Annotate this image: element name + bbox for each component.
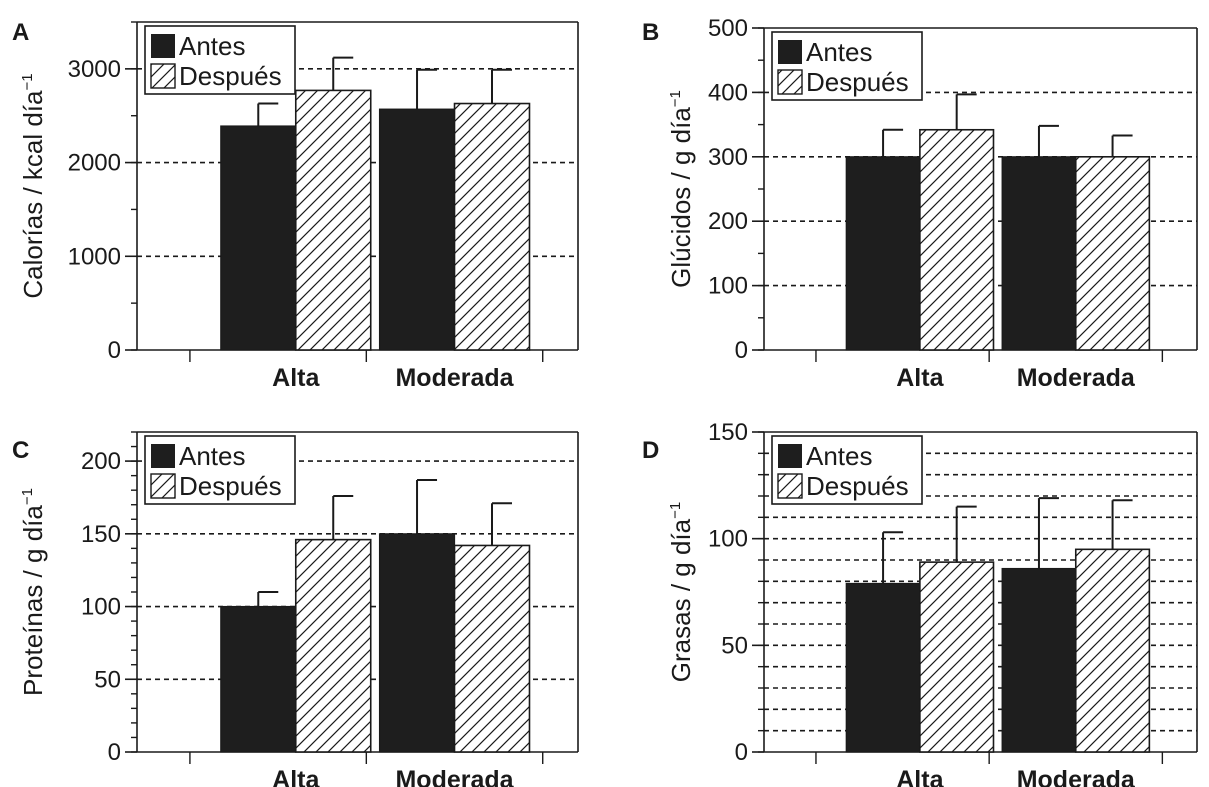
y-tick-label: 300 [708,144,748,171]
y-axis-title-exponent: −1 [667,90,684,107]
y-tick-label: 100 [708,273,748,300]
y-tick-label: 0 [735,337,748,364]
legend-swatch-antes [778,444,802,468]
y-axis-title: Proteínas / g día−1 [18,488,48,696]
legend-swatch-despues [150,63,176,89]
legend-swatch-antes [151,34,175,58]
y-axis-title-exponent: −1 [667,502,684,519]
y-tick-label: 150 [708,419,748,446]
legend-label: Después [179,61,282,91]
panel-letter: A [12,19,29,46]
category-label: Alta [896,364,944,392]
bar-antes-moderada [378,108,456,351]
y-tick-label: 0 [108,739,121,766]
legend-swatch-despues [777,69,803,95]
legend-swatch-despues [150,473,176,499]
category-label: Moderada [1017,766,1136,787]
bar-antes-alta [220,605,297,753]
legend-label: Después [806,67,909,97]
y-axis-title: Grasas / g día−1 [666,502,696,682]
category-label: Moderada [1017,364,1136,392]
legend-label: Después [806,471,909,501]
bar-antes-moderada [1001,156,1077,351]
y-tick-label: 400 [708,79,748,106]
bar-despues-moderada [453,544,531,753]
y-axis-title: Calorías / kcal día−1 [18,73,48,298]
category-label: Moderada [395,766,514,787]
legend-swatch-despues [777,473,803,499]
panel-letter: D [642,437,659,464]
legend-label: Después [179,471,282,501]
y-axis-title-exponent: −1 [19,488,36,505]
y-tick-label: 0 [735,739,748,766]
y-tick-label: 50 [94,666,121,693]
bar-antes-moderada [378,533,456,753]
y-tick-label: 100 [81,594,121,621]
legend-label: Antes [806,441,873,471]
y-tick-label: 50 [721,632,748,659]
legend-swatch-antes [151,444,175,468]
category-label: Alta [272,364,320,392]
bar-despues-moderada [453,102,531,351]
y-tick-label: 3000 [68,56,121,83]
bar-despues-alta [294,538,372,753]
bar-despues-alta [919,128,995,351]
bar-despues-alta [294,89,372,351]
category-label: Alta [896,766,944,787]
y-axis-title-exponent: −1 [19,73,36,90]
y-tick-label: 0 [108,337,121,364]
panel-B: B 0 100 200 300 400 500 Glúcidos / g día−1 Alta M… [642,15,1198,392]
bar-antes-alta [220,125,297,351]
y-tick-label: 200 [708,208,748,235]
category-label: Alta [272,766,320,787]
legend-label: Antes [806,37,873,67]
y-tick-label: 200 [81,448,121,475]
panel-letter: C [12,437,29,464]
y-tick-label: 100 [708,526,748,553]
y-axis-title: Glúcidos / g día−1 [666,90,696,288]
y-tick-label: 2000 [68,150,121,177]
y-tick-label: 1000 [68,243,121,270]
legend-label: Antes [179,441,246,471]
panel-A: A 0 1000 2000 3000 Calorías / kcal día−1 Alta M… [12,19,579,392]
bar-antes-alta [845,582,921,753]
bar-despues-alta [919,561,995,753]
y-tick-label: 500 [708,15,748,42]
bar-despues-moderada [1074,548,1151,753]
legend-label: Antes [179,31,246,61]
bar-despues-moderada [1074,156,1151,351]
bar-antes-alta [845,156,921,351]
legend-swatch-antes [778,40,802,64]
bar-antes-moderada [1001,567,1077,753]
panel-D: D 0 50 100 150 Grasas / g día−1 Alta Moderada An… [642,419,1198,787]
panel-letter: B [642,19,659,46]
panel-C: C 0 50 100 150 200 Proteínas / g día−1 Alta Mode… [12,431,579,787]
y-tick-label: 150 [81,521,121,548]
category-label: Moderada [395,364,514,392]
